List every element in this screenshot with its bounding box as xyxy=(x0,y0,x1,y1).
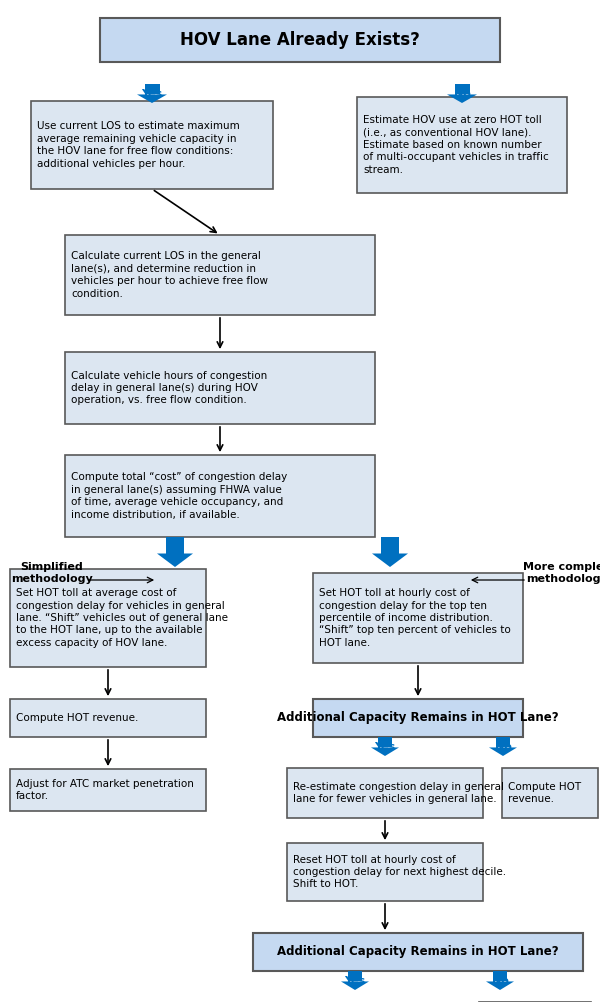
Text: No: No xyxy=(494,742,511,752)
Text: Additional Capacity Remains in HOT Lane?: Additional Capacity Remains in HOT Lane? xyxy=(277,711,559,724)
Polygon shape xyxy=(166,537,184,553)
FancyBboxPatch shape xyxy=(65,352,375,424)
FancyBboxPatch shape xyxy=(65,455,375,537)
Text: More complex
methodology: More complex methodology xyxy=(523,562,600,584)
Text: Calculate current LOS in the general
lane(s), and determine reduction in
vehicle: Calculate current LOS in the general lan… xyxy=(71,252,268,299)
Polygon shape xyxy=(157,553,193,567)
FancyBboxPatch shape xyxy=(100,18,500,62)
Text: HOV Lane Already Exists?: HOV Lane Already Exists? xyxy=(180,31,420,49)
Text: Set HOT toll at hourly cost of
congestion delay for the top ten
percentile of in: Set HOT toll at hourly cost of congestio… xyxy=(319,588,511,648)
Text: Yes: Yes xyxy=(344,976,365,986)
Polygon shape xyxy=(348,971,362,981)
FancyBboxPatch shape xyxy=(287,768,483,818)
Text: Simplified
methodology: Simplified methodology xyxy=(11,562,93,584)
FancyBboxPatch shape xyxy=(313,699,523,737)
FancyBboxPatch shape xyxy=(357,97,567,193)
Polygon shape xyxy=(341,981,369,990)
Polygon shape xyxy=(486,981,514,990)
Polygon shape xyxy=(489,747,517,756)
Text: Estimate HOV use at zero HOT toll
(i.e., as conventional HOV lane).
Estimate bas: Estimate HOV use at zero HOT toll (i.e.,… xyxy=(363,115,549,174)
Text: Reset HOT toll at hourly cost of
congestion delay for next highest decile.
Shift: Reset HOT toll at hourly cost of congest… xyxy=(293,855,506,890)
Polygon shape xyxy=(378,737,392,747)
Text: Use current LOS to estimate maximum
average remaining vehicle capacity in
the HO: Use current LOS to estimate maximum aver… xyxy=(37,121,240,168)
FancyBboxPatch shape xyxy=(313,573,523,663)
Text: Compute HOT revenue.: Compute HOT revenue. xyxy=(16,713,139,723)
Polygon shape xyxy=(493,971,507,981)
Polygon shape xyxy=(381,537,399,553)
Text: Compute total “cost” of congestion delay
in general lane(s) assuming FHWA value
: Compute total “cost” of congestion delay… xyxy=(71,472,287,520)
Text: Set HOT toll at average cost of
congestion delay for vehicles in general
lane. “: Set HOT toll at average cost of congesti… xyxy=(16,588,228,648)
FancyBboxPatch shape xyxy=(65,235,375,315)
FancyBboxPatch shape xyxy=(31,101,273,189)
FancyBboxPatch shape xyxy=(502,768,598,818)
Polygon shape xyxy=(455,84,470,94)
Text: Adjust for ATC market penetration
factor.: Adjust for ATC market penetration factor… xyxy=(16,779,194,802)
Text: Re-estimate congestion delay in general
lane for fewer vehicles in general lane.: Re-estimate congestion delay in general … xyxy=(293,782,504,805)
Polygon shape xyxy=(145,84,160,94)
Text: No: No xyxy=(491,976,508,986)
FancyBboxPatch shape xyxy=(287,843,483,901)
FancyBboxPatch shape xyxy=(10,769,206,811)
Text: Compute HOT
revenue.: Compute HOT revenue. xyxy=(508,782,581,805)
Text: Additional Capacity Remains in HOT Lane?: Additional Capacity Remains in HOT Lane? xyxy=(277,946,559,959)
Text: Yes: Yes xyxy=(142,89,163,99)
FancyBboxPatch shape xyxy=(10,569,206,667)
Polygon shape xyxy=(496,737,510,747)
Polygon shape xyxy=(137,94,167,103)
Polygon shape xyxy=(371,747,399,756)
Text: Yes: Yes xyxy=(374,742,395,752)
Polygon shape xyxy=(447,94,477,103)
Text: Calculate vehicle hours of congestion
delay in general lane(s) during HOV
operat: Calculate vehicle hours of congestion de… xyxy=(71,371,267,406)
Polygon shape xyxy=(372,553,408,567)
FancyBboxPatch shape xyxy=(253,933,583,971)
FancyBboxPatch shape xyxy=(10,699,206,737)
Text: No: No xyxy=(454,89,470,99)
